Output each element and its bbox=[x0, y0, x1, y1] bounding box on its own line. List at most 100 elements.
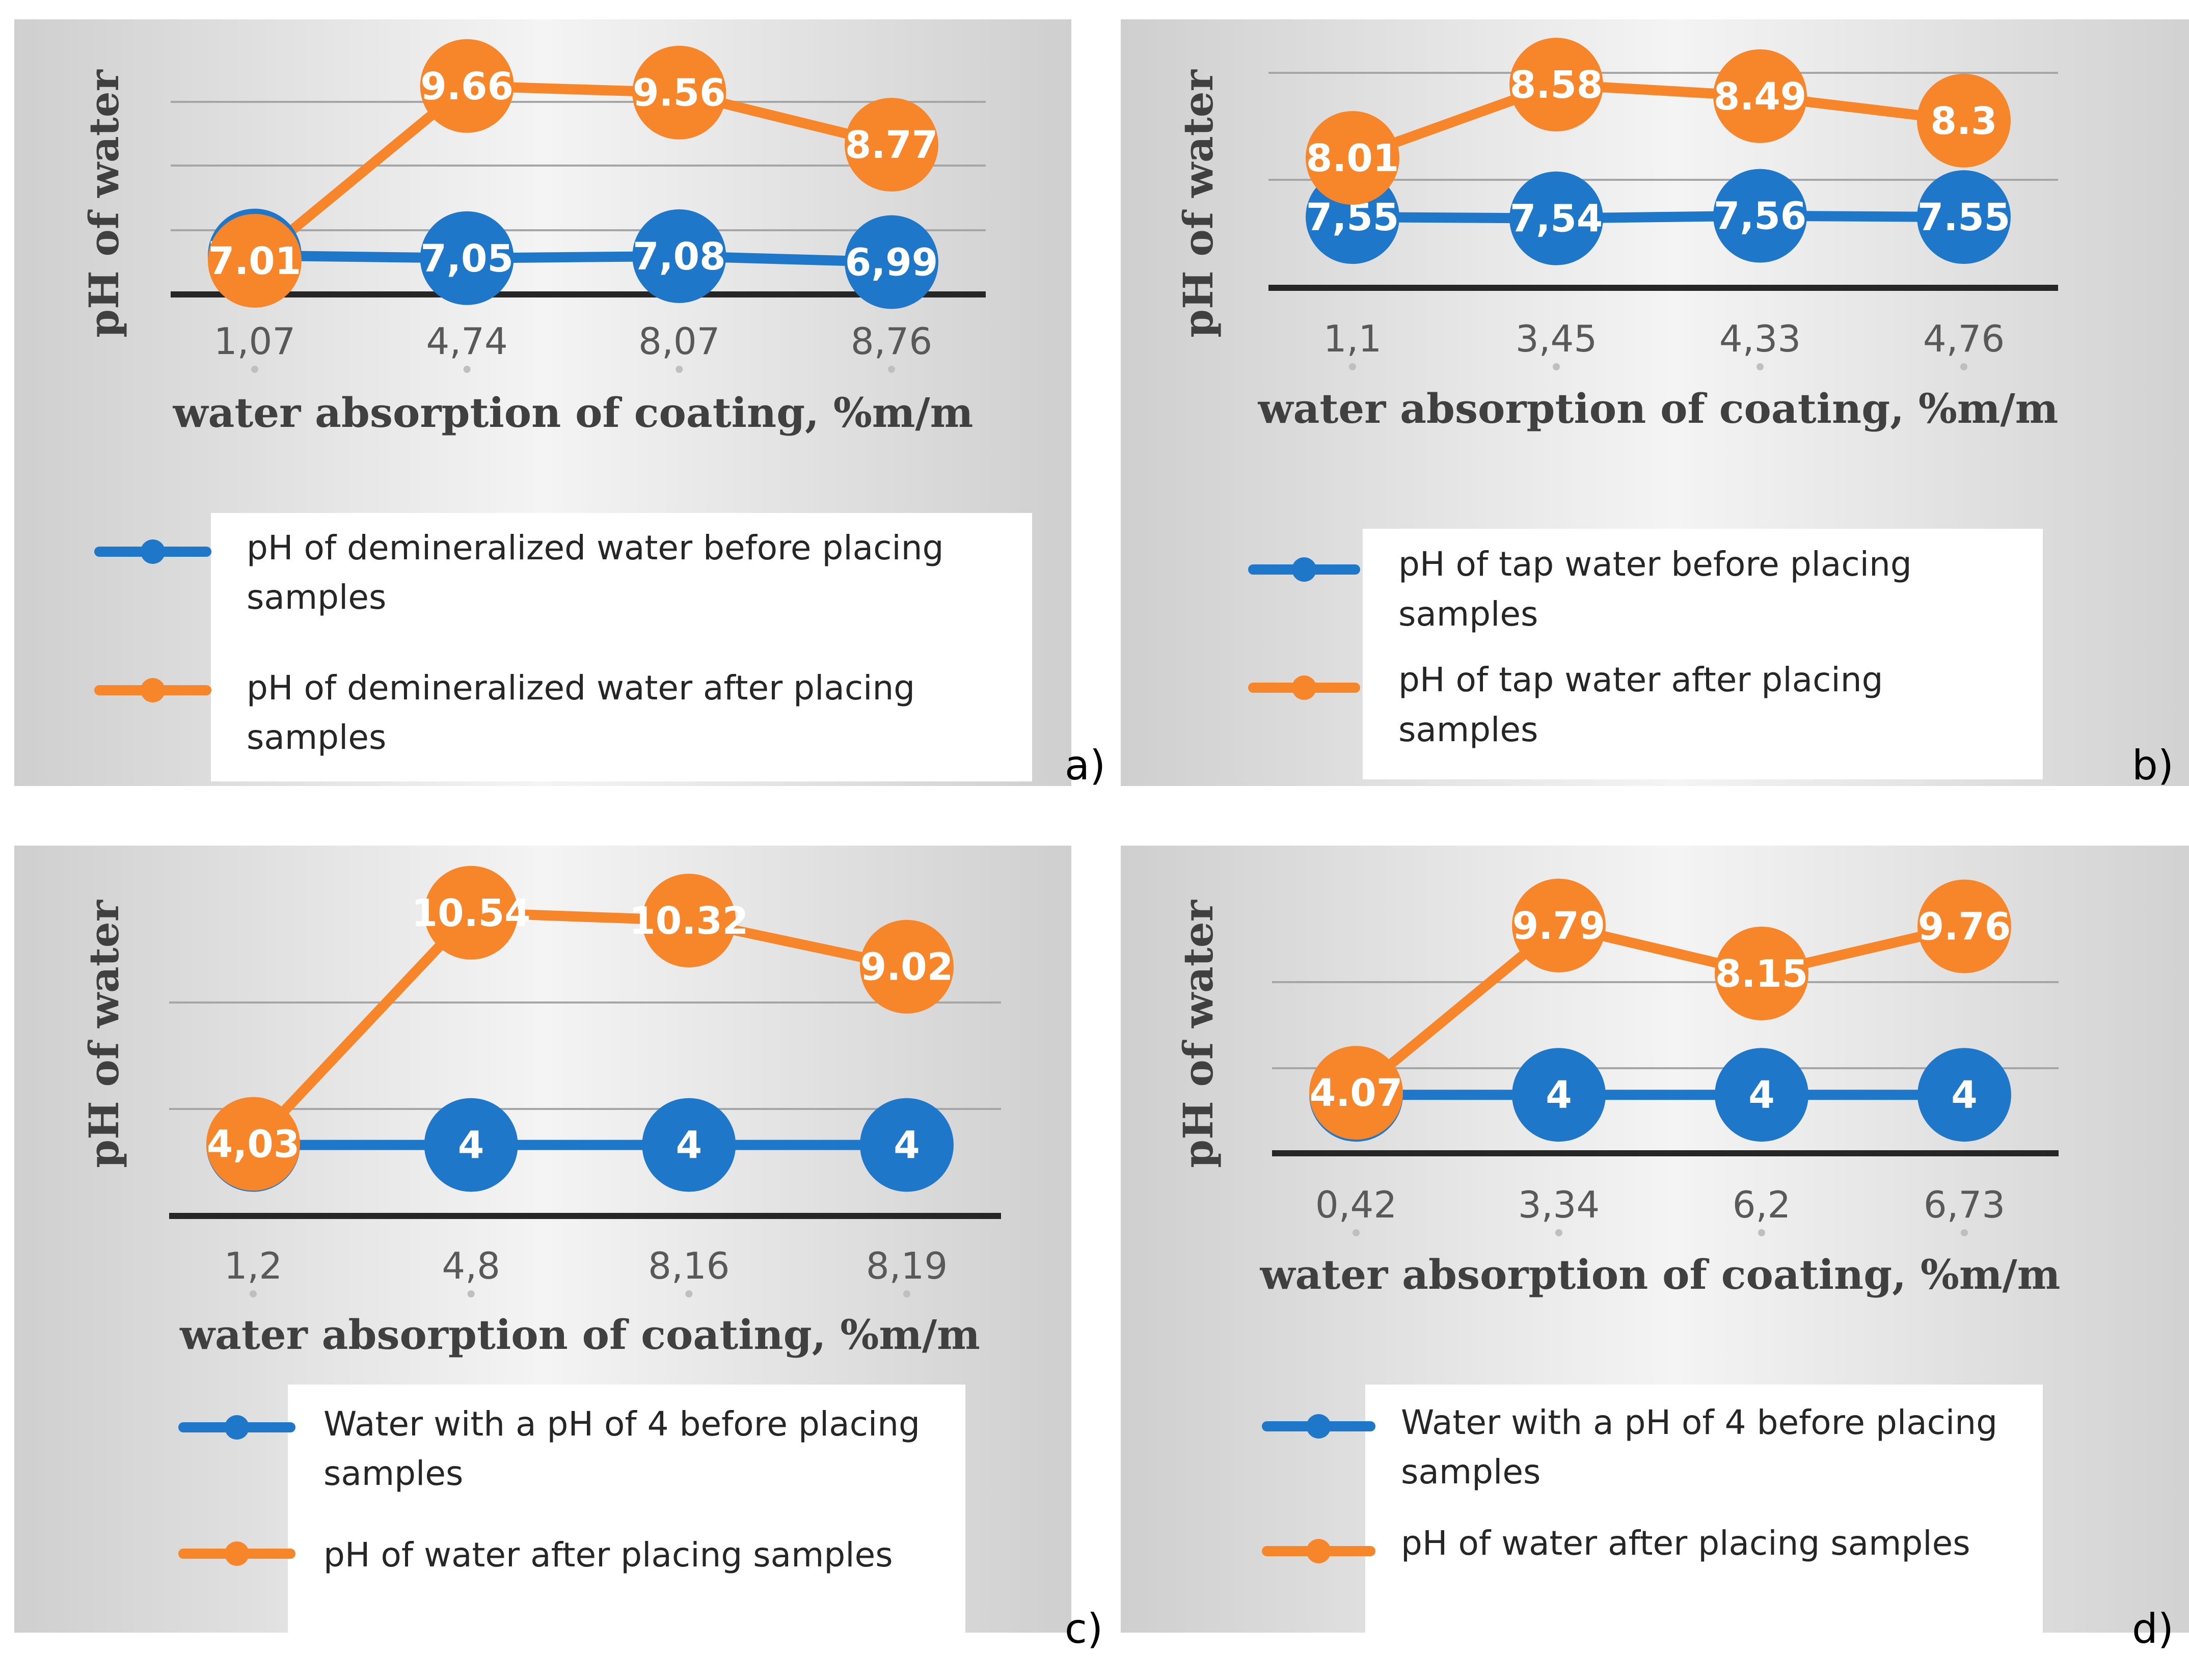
legend-entry-text: pH of demineralized water before placing bbox=[247, 528, 943, 567]
x-tick-label: 1,2 bbox=[224, 1244, 283, 1287]
data-label: 8.01 bbox=[1306, 137, 1399, 180]
series-line-before bbox=[1352, 210, 1964, 224]
data-point-before bbox=[1509, 171, 1603, 265]
x-tick-label: 8,07 bbox=[638, 320, 720, 363]
data-point-before bbox=[860, 1098, 954, 1192]
tick-dot bbox=[467, 1290, 475, 1297]
x-axis-label: water absorption of coating, %m/m bbox=[1260, 1251, 2061, 1298]
data-label: 4 bbox=[458, 1124, 484, 1168]
x-tick-label: 3,45 bbox=[1516, 317, 1597, 360]
data-point-after bbox=[420, 39, 514, 133]
data-point-after bbox=[1715, 926, 1808, 1020]
legend-entry-text: samples bbox=[247, 578, 386, 617]
legend-swatch-marker bbox=[225, 1415, 249, 1440]
data-label: 8.49 bbox=[1714, 75, 1807, 119]
data-point-before bbox=[1512, 1048, 1606, 1142]
data-point-before bbox=[1713, 169, 1807, 263]
tick-dot bbox=[1555, 1229, 1562, 1236]
data-label: 9.76 bbox=[1918, 905, 2011, 949]
chart-panel-b: pH of water 1,1 3,45 4,33 4,76 water absorpti… bbox=[1121, 19, 2189, 789]
data-label: 7,54 bbox=[1510, 197, 1603, 241]
y-axis-label: pH of water bbox=[80, 69, 128, 338]
data-label: 4.07 bbox=[1310, 1071, 1403, 1115]
legend-entry-text: pH of demineralized water after placing bbox=[247, 668, 915, 708]
data-label: 4 bbox=[894, 1124, 920, 1168]
data-label: 8.15 bbox=[1715, 952, 1808, 996]
x-tick-label: 1,07 bbox=[214, 320, 295, 363]
data-point-before bbox=[1917, 1048, 2011, 1142]
x-axis-label: water absorption of coating, %m/m bbox=[1258, 385, 2059, 432]
data-label: 8.3 bbox=[1930, 99, 1997, 143]
legend-entry-text: pH of tap water after placing bbox=[1398, 660, 1883, 699]
data-label: 8.77 bbox=[845, 123, 938, 167]
x-tick-label: 4,33 bbox=[1719, 317, 1801, 360]
tick-dot bbox=[685, 1290, 693, 1297]
tick-dot bbox=[1756, 363, 1764, 370]
panel-label: b) bbox=[2132, 742, 2174, 789]
data-label: 4 bbox=[1546, 1073, 1572, 1117]
x-tick-label: 8,16 bbox=[648, 1244, 729, 1287]
series-line-before bbox=[254, 250, 892, 267]
legend-entry-text: pH of water after placing samples bbox=[1401, 1524, 1970, 1563]
data-point-after bbox=[424, 865, 518, 960]
data-point-after bbox=[206, 1097, 300, 1191]
tick-dot bbox=[675, 366, 683, 373]
legend-box bbox=[1365, 1385, 2043, 1648]
legend-entry-text: samples bbox=[1398, 594, 1538, 634]
panel-label: d) bbox=[2132, 1605, 2174, 1652]
x-tick-label: 1,1 bbox=[1323, 317, 1382, 360]
legend-swatch-marker bbox=[225, 1541, 249, 1566]
data-point-before bbox=[845, 215, 938, 309]
series-line-after bbox=[249, 907, 908, 1148]
legend-swatch-marker bbox=[1292, 557, 1316, 582]
data-label: 7,56 bbox=[1714, 195, 1807, 238]
tick-dot bbox=[1961, 1229, 1968, 1236]
data-point-before bbox=[424, 1098, 518, 1192]
legend-swatch-marker bbox=[141, 539, 165, 564]
y-axis-label: pH of water bbox=[1174, 900, 1222, 1168]
legend-entry-text: samples bbox=[247, 718, 386, 757]
tick-dot bbox=[903, 1290, 910, 1297]
x-axis-label: water absorption of coating, %m/m bbox=[179, 1311, 980, 1359]
legend-entry-text: pH of tap water before placing bbox=[1398, 545, 1912, 584]
data-label: 7,08 bbox=[633, 235, 726, 279]
tick-dot bbox=[1349, 363, 1356, 370]
data-point-after bbox=[1512, 878, 1606, 972]
data-label: 9.79 bbox=[1512, 904, 1606, 948]
series-line-after bbox=[1350, 79, 1965, 163]
data-point-before bbox=[420, 211, 514, 305]
data-point-after bbox=[1509, 38, 1603, 132]
legend-entry-text: Water with a pH of 4 before placing bbox=[323, 1404, 920, 1444]
panel-label: c) bbox=[1065, 1605, 1103, 1652]
series-line-after bbox=[251, 80, 893, 265]
data-point-before bbox=[632, 209, 726, 303]
tick-dot bbox=[250, 1290, 257, 1297]
tick-dot bbox=[888, 366, 895, 373]
chart-panel-d: pH of water 0,42 3,34 6,2 6,73 water absorpti… bbox=[1121, 846, 2189, 1652]
data-label: 6,99 bbox=[845, 241, 938, 285]
x-tick-label: 6,2 bbox=[1733, 1183, 1791, 1226]
panel-label: a) bbox=[1065, 742, 1105, 789]
data-label: 10.54 bbox=[412, 891, 531, 935]
x-tick-label: 3,34 bbox=[1518, 1183, 1600, 1226]
legend-box bbox=[1363, 529, 2043, 779]
data-point-after bbox=[860, 919, 954, 1014]
legend-entry-text: samples bbox=[1398, 710, 1538, 749]
data-label: 4 bbox=[1951, 1073, 1978, 1117]
legend-swatch-marker bbox=[1292, 675, 1316, 700]
data-label: 9.66 bbox=[420, 65, 514, 109]
x-tick-label: 6,73 bbox=[1924, 1183, 2005, 1226]
data-label: 9.56 bbox=[633, 71, 726, 115]
tick-dot bbox=[1960, 363, 1967, 370]
data-point-after bbox=[1917, 879, 2011, 973]
legend-swatch-marker bbox=[141, 678, 165, 702]
tick-dot bbox=[251, 366, 258, 373]
data-point-after bbox=[1917, 73, 2011, 168]
data-point-after bbox=[1306, 111, 1399, 205]
x-tick-label: 4,8 bbox=[442, 1244, 500, 1287]
x-tick-label: 4,74 bbox=[426, 320, 508, 363]
series-line-after bbox=[1353, 920, 1966, 1097]
legend-entry-text: pH of water after placing samples bbox=[323, 1535, 893, 1575]
tick-dot bbox=[1758, 1229, 1765, 1236]
legend-entry-text: samples bbox=[323, 1454, 463, 1493]
